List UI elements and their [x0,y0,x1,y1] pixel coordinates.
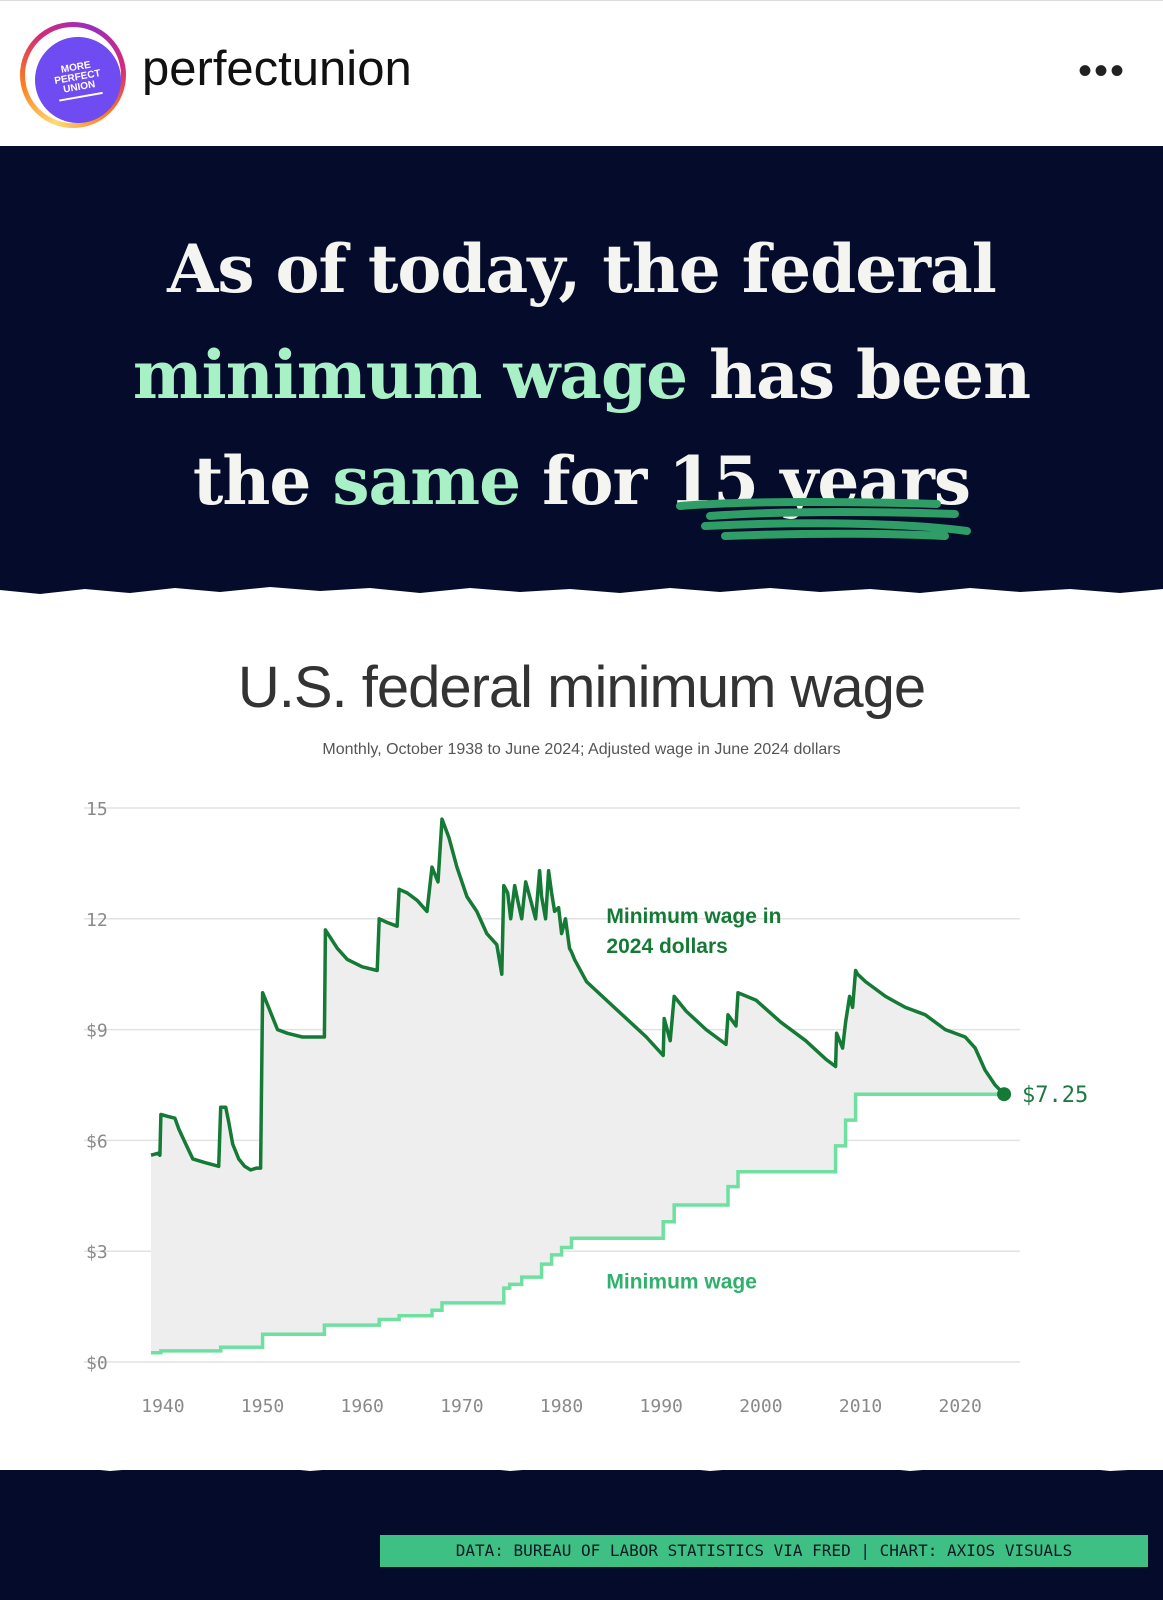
headline-line-3-a: the [192,442,333,520]
post-header: MORE PERFECT UNION perfectunion ••• [0,0,1163,147]
headline-panel: As of today, the federal minimum wage ha… [0,146,1163,626]
headline-line-3-b: for [520,442,669,520]
story-ring[interactable]: MORE PERFECT UNION [20,22,128,130]
adjusted-series-label: 2024 dollars [606,935,727,958]
x-tick-label: 1990 [640,1396,683,1417]
minimum-wage-line [151,1092,1005,1355]
x-tick-label: 1960 [341,1396,384,1417]
chart-title: U.S. federal minimum wage [237,655,926,720]
headline-line-1: As of today, the federal [167,230,997,308]
more-options-icon[interactable]: ••• [1078,49,1127,93]
gap-shaded-area [151,819,1005,1353]
end-value-label: $7.25 [1022,1083,1088,1108]
headline-text: As of today, the federal minimum wage ha… [0,216,1163,534]
x-tick-label: 1970 [440,1396,483,1417]
avatar[interactable]: MORE PERFECT UNION [28,30,128,130]
x-tick-label: 2000 [739,1396,782,1417]
y-tick-label: 15 [86,799,108,820]
end-point-marker [997,1087,1012,1102]
torn-edge-bottom [0,1440,1163,1471]
username-link[interactable]: perfectunion [142,42,412,96]
y-tick-label: $6 [86,1131,108,1152]
x-tick-label: 1980 [540,1396,583,1417]
headline-line-3: the same for 15 years [0,428,1163,534]
chart-subtitle: Monthly, October 1938 to June 2024; Adju… [322,741,841,758]
data-credit: DATA: BUREAU OF LABOR STATISTICS VIA FRE… [380,1535,1148,1567]
x-tick-label: 2010 [839,1396,882,1417]
x-tick-label: 1940 [141,1396,184,1417]
headline-highlight-minimum-wage: minimum wage [132,336,688,414]
minimum-wage-chart: $0 $3 $6 $9 12 15 1940 1950 1960 1970 1980 1990 2000… [84,799,1088,1417]
minimum-wage-series-label: Minimum wage [606,1271,757,1294]
adjusted-wage-line [150,817,1006,1172]
y-tick-label: $3 [86,1242,108,1263]
torn-edge-top [0,587,1163,626]
x-tick-label: 2020 [939,1396,982,1417]
y-tick-label: $0 [86,1353,108,1374]
highlighter-scribble [676,498,971,540]
y-tick-label: 12 [86,910,108,931]
headline-line-2-rest: has been [687,336,1031,414]
x-tick-label: 1950 [241,1396,284,1417]
adjusted-series-label: Minimum wage in [606,905,781,928]
headline-highlight-same: same [332,442,521,520]
y-tick-label: $9 [86,1021,108,1042]
headline-line-2: minimum wage has been [0,322,1163,428]
